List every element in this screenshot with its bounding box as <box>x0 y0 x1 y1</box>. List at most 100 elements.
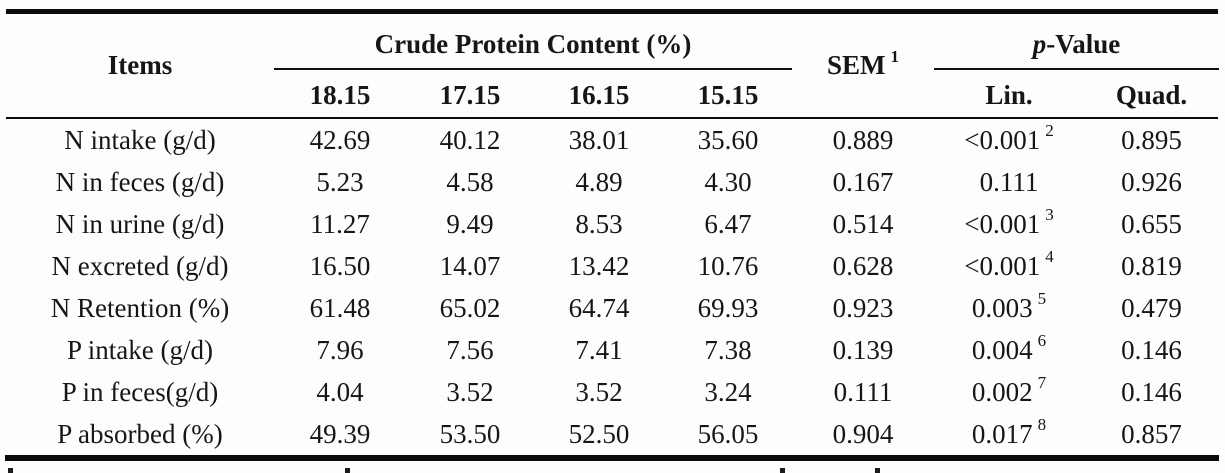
value-cp-18-15: 5.23 <box>316 166 364 197</box>
p-linear-footnote-superscript: 6 <box>1037 331 1047 350</box>
column-group-header-p-value: p -Value <box>934 14 1219 74</box>
footnote-cutoff-mark <box>8 468 13 473</box>
value-sem: 0.628 <box>832 250 894 281</box>
value-cp-18-15: 42.69 <box>309 124 371 155</box>
column-header-linear: Lin. <box>985 80 1033 110</box>
value-p-linear: <0.001 3 <box>934 203 1084 245</box>
row-item-label: N in feces (g/d) <box>55 166 225 197</box>
value-cp-16-15: 64.74 <box>568 292 630 323</box>
row-item-label: N intake (g/d) <box>64 124 216 155</box>
value-cp-16-15: 8.53 <box>575 208 623 239</box>
value-cp-17-15: 40.12 <box>439 124 501 155</box>
value-p-quadratic: 0.819 <box>1121 250 1182 281</box>
value-cp-17-15: 7.56 <box>446 334 494 365</box>
row-item-label: N in urine (g/d) <box>55 208 225 239</box>
p-value-italic-p: p <box>1032 28 1047 59</box>
value-cp-17-15: 53.50 <box>439 418 501 449</box>
value-p-linear: <0.001 4 <box>934 245 1084 287</box>
row-item-label: N excreted (g/d) <box>51 250 229 281</box>
table-row: N Retention (%) 61.48 65.02 64.74 69.93 … <box>6 287 1219 329</box>
p-linear-footnote-superscript: 5 <box>1037 289 1047 308</box>
value-cp-18-15: 61.48 <box>309 292 371 323</box>
value-cp-15-15: 4.30 <box>704 166 752 197</box>
crude-protein-spanner-rule <box>274 68 792 70</box>
column-header-quadratic: Quad. <box>1115 80 1188 110</box>
p-linear-number: 0.111 <box>979 166 1039 197</box>
value-sem: 0.167 <box>832 166 894 197</box>
sem-label: SEM <box>826 50 886 80</box>
value-cp-16-15: 4.89 <box>575 166 623 197</box>
row-item-label: N Retention (%) <box>50 292 230 323</box>
table-row: N excreted (g/d) 16.50 14.07 13.42 10.76… <box>6 245 1219 287</box>
value-cp-15-15: 6.47 <box>704 208 752 239</box>
sem-footnote-superscript: 1 <box>890 46 900 66</box>
column-header-items: Items <box>107 50 173 80</box>
value-cp-17-15: 9.49 <box>446 208 494 239</box>
table-row: P absorbed (%) 49.39 53.50 52.50 56.05 0… <box>6 413 1219 455</box>
table-row: P in feces(g/d) 4.04 3.52 3.52 3.24 0.11… <box>6 371 1219 413</box>
value-sem: 0.111 <box>833 376 893 407</box>
value-cp-17-15: 4.58 <box>446 166 494 197</box>
row-item-label: P absorbed (%) <box>57 418 223 449</box>
value-p-linear: 0.002 7 <box>934 371 1084 413</box>
column-header-sem: SEM 1 <box>792 14 934 117</box>
value-sem: 0.904 <box>832 418 894 449</box>
header-body-separator-rule <box>6 117 1218 119</box>
column-header-cp-15-15: 15.15 <box>697 80 759 110</box>
value-cp-16-15: 13.42 <box>568 250 630 281</box>
p-linear-footnote-superscript: 4 <box>1045 247 1054 266</box>
value-sem: 0.889 <box>832 124 894 155</box>
p-linear-footnote-superscript: 2 <box>1045 121 1054 140</box>
value-p-quadratic: 0.655 <box>1121 208 1182 239</box>
value-p-quadratic: 0.479 <box>1121 292 1182 323</box>
value-p-linear: 0.111 <box>934 161 1084 203</box>
footnote-cutoff-mark <box>780 468 785 473</box>
value-p-linear: <0.001 2 <box>934 119 1084 161</box>
value-cp-15-15: 7.38 <box>704 334 752 365</box>
value-cp-18-15: 7.96 <box>316 334 364 365</box>
value-cp-18-15: 16.50 <box>309 250 371 281</box>
p-linear-number: 0.002 <box>971 376 1033 407</box>
value-cp-17-15: 65.02 <box>439 292 501 323</box>
value-cp-15-15: 35.60 <box>697 124 759 155</box>
value-cp-16-15: 7.41 <box>575 334 623 365</box>
p-linear-number: <0.001 <box>964 124 1041 155</box>
p-value-spanner-rule <box>934 68 1219 70</box>
value-cp-17-15: 3.52 <box>446 376 494 407</box>
p-linear-number: <0.001 <box>964 208 1041 239</box>
p-linear-footnote-superscript: 3 <box>1045 205 1054 224</box>
p-linear-footnote-superscript: 7 <box>1037 373 1047 392</box>
column-header-cp-16-15: 16.15 <box>568 80 630 110</box>
value-cp-16-15: 3.52 <box>575 376 623 407</box>
p-linear-footnote-superscript: 8 <box>1037 415 1047 434</box>
table-row: P intake (g/d) 7.96 7.56 7.41 7.38 0.139… <box>6 329 1219 371</box>
value-cp-15-15: 69.93 <box>697 292 759 323</box>
value-cp-15-15: 3.24 <box>704 376 752 407</box>
value-cp-16-15: 38.01 <box>568 124 630 155</box>
value-p-quadratic: 0.857 <box>1121 418 1182 449</box>
value-cp-18-15: 4.04 <box>316 376 364 407</box>
value-p-quadratic: 0.926 <box>1121 166 1182 197</box>
row-item-label: P in feces(g/d) <box>61 376 219 407</box>
p-value-rest: -Value <box>1046 28 1121 59</box>
footnote-cutoff-mark <box>345 468 350 473</box>
value-sem: 0.514 <box>832 208 894 239</box>
p-linear-number: 0.004 <box>971 334 1033 365</box>
value-cp-16-15: 52.50 <box>568 418 630 449</box>
value-p-quadratic: 0.895 <box>1121 124 1182 155</box>
value-p-quadratic: 0.146 <box>1121 376 1182 407</box>
column-header-cp-17-15: 17.15 <box>439 80 501 110</box>
value-cp-15-15: 56.05 <box>697 418 759 449</box>
table-row: N in feces (g/d) 5.23 4.58 4.89 4.30 0.1… <box>6 161 1219 203</box>
p-linear-number: 0.017 <box>971 418 1033 449</box>
footnote-cutoff-mark <box>875 468 880 473</box>
table-top-rule <box>6 9 1218 14</box>
value-cp-15-15: 10.76 <box>697 250 759 281</box>
table-row: N in urine (g/d) 11.27 9.49 8.53 6.47 0.… <box>6 203 1219 245</box>
p-linear-number: 0.003 <box>971 292 1033 323</box>
value-p-linear: 0.017 8 <box>934 413 1084 455</box>
value-cp-18-15: 49.39 <box>309 418 371 449</box>
table-body: N intake (g/d) 42.69 40.12 38.01 35.60 0… <box>6 119 1219 455</box>
row-item-label: P intake (g/d) <box>67 334 213 365</box>
value-cp-17-15: 14.07 <box>439 250 501 281</box>
